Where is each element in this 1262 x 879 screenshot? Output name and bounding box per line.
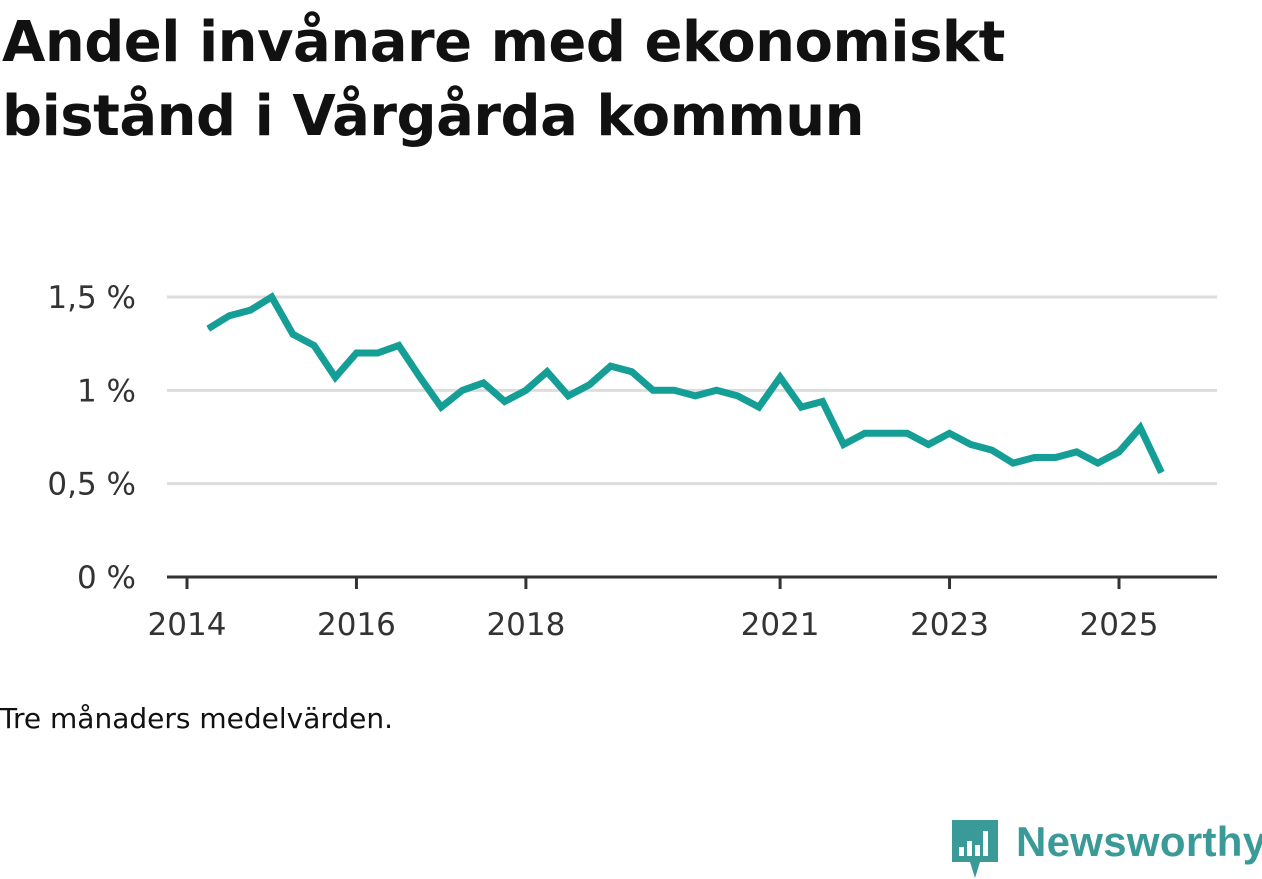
series-line — [206, 292, 1165, 474]
data-point — [440, 406, 442, 408]
data-point — [207, 328, 209, 330]
data-point — [377, 352, 379, 354]
x-axis — [167, 575, 1217, 589]
data-point — [631, 371, 633, 373]
data-point — [1012, 462, 1014, 464]
data-point — [483, 382, 485, 384]
data-point — [313, 345, 315, 347]
data-point — [1118, 451, 1120, 453]
data-point — [694, 395, 696, 397]
y-tick-label: 0,5 % — [47, 467, 136, 503]
data-point — [1054, 457, 1056, 459]
data-point — [906, 432, 908, 434]
data-point — [779, 376, 781, 378]
newsworthy-brand[interactable]: Newsworthy — [950, 818, 1262, 879]
data-point — [419, 376, 421, 378]
gridlines — [167, 295, 1217, 486]
data-point — [970, 443, 972, 445]
data-point — [355, 352, 357, 354]
data-point — [673, 389, 675, 391]
data-point — [927, 443, 929, 445]
data-point — [461, 389, 463, 391]
data-point — [1139, 427, 1141, 429]
newsworthy-logo-icon — [952, 820, 998, 878]
data-point — [758, 406, 760, 408]
y-tick-label: 0 % — [77, 560, 136, 596]
data-point — [885, 432, 887, 434]
data-point — [737, 395, 739, 397]
chart-title: Andel invånare med ekonomiskt bistånd i … — [2, 10, 1005, 149]
data-point — [588, 384, 590, 386]
series — [206, 292, 1165, 474]
data-point — [821, 401, 823, 403]
y-axis-labels: 0 % 0,5 % 1 % 1,5 % — [47, 280, 136, 596]
data-point — [1033, 457, 1035, 459]
x-tick-label: 2025 — [1080, 607, 1159, 643]
x-tick-label: 2018 — [486, 607, 565, 643]
data-point — [843, 443, 845, 445]
x-tick-label: 2014 — [148, 607, 227, 643]
data-point — [652, 389, 654, 391]
data-point — [250, 309, 252, 311]
data-point — [1160, 471, 1162, 473]
data-point — [334, 376, 336, 378]
data-point — [800, 406, 802, 408]
data-point — [398, 345, 400, 347]
x-tick-label: 2016 — [317, 607, 396, 643]
y-tick-label: 1,5 % — [47, 280, 136, 316]
data-point — [271, 296, 273, 298]
data-point — [546, 371, 548, 373]
x-tick-label: 2023 — [910, 607, 989, 643]
data-point — [991, 449, 993, 451]
data-point — [864, 432, 866, 434]
data-point — [228, 315, 230, 317]
data-point — [525, 389, 527, 391]
chart-note: Tre månaders medelvärden. — [0, 702, 394, 735]
data-point — [716, 389, 718, 391]
x-axis-labels: 2014 2016 2018 2021 2023 2025 — [148, 607, 1159, 643]
data-point — [292, 333, 294, 335]
x-tick-label: 2021 — [741, 607, 820, 643]
data-point — [1076, 451, 1078, 453]
brand-name: Newsworthy — [1016, 818, 1262, 865]
data-point — [567, 395, 569, 397]
y-tick-label: 1 % — [77, 373, 136, 409]
data-point — [504, 401, 506, 403]
data-point — [1097, 462, 1099, 464]
data-point — [610, 365, 612, 367]
data-point — [949, 432, 951, 434]
